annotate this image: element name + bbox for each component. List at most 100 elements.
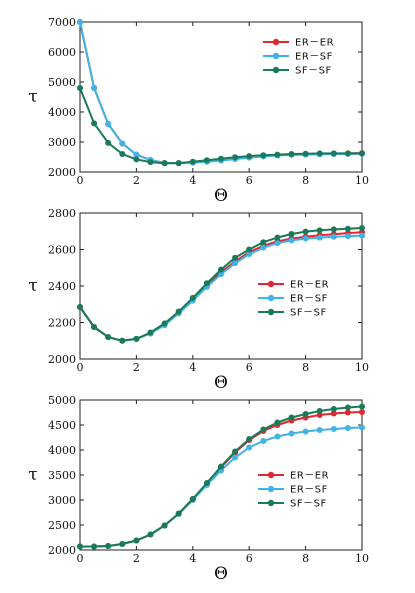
data-point	[260, 239, 267, 246]
data-point	[133, 156, 140, 163]
legend-label: ER－SF	[290, 485, 328, 496]
data-point	[359, 424, 365, 431]
data-point	[274, 433, 281, 440]
data-point	[359, 409, 365, 415]
x-tick-label: 8	[302, 552, 309, 565]
x-tick-label: 0	[77, 552, 84, 565]
data-point	[330, 150, 337, 157]
data-point	[161, 320, 168, 327]
data-point	[302, 235, 309, 242]
data-point	[105, 543, 112, 549]
data-point	[359, 232, 365, 239]
data-point	[203, 280, 210, 287]
data-point	[344, 150, 351, 157]
data-point	[359, 150, 365, 157]
data-point	[119, 140, 126, 147]
data-point	[105, 334, 112, 341]
legend-swatch-marker	[272, 66, 280, 74]
data-point	[218, 155, 224, 162]
data-point	[288, 151, 295, 157]
data-point	[77, 85, 83, 91]
data-point	[175, 510, 182, 517]
data-point	[189, 294, 196, 301]
legend-swatch-marker	[272, 38, 280, 46]
data-point	[302, 228, 309, 235]
legend-swatch-marker	[272, 52, 280, 60]
x-tick-label: 10	[355, 174, 369, 187]
y-axis-label: τ	[28, 276, 37, 296]
x-tick-label: 10	[355, 361, 369, 374]
x-tick-label: 6	[246, 361, 253, 374]
data-point	[232, 448, 239, 455]
data-point	[288, 414, 295, 421]
data-point	[302, 428, 309, 435]
x-axis-label: Θ	[214, 373, 228, 393]
data-point	[359, 403, 365, 410]
data-point	[91, 543, 98, 550]
data-point	[91, 324, 98, 331]
data-point	[316, 227, 323, 234]
data-point	[344, 404, 351, 411]
x-tick-label: 2	[133, 361, 140, 374]
y-tick-label: 4000	[48, 106, 76, 119]
y-tick-label: 5000	[48, 76, 76, 89]
data-point	[218, 271, 224, 278]
data-point	[344, 425, 351, 431]
plot-frame	[79, 21, 363, 173]
x-tick-label: 2	[133, 552, 140, 565]
data-point	[288, 430, 295, 437]
y-tick-label: 2500	[48, 519, 76, 532]
legend-swatch-marker	[267, 308, 275, 316]
data-point	[274, 240, 281, 247]
x-tick-label: 4	[189, 552, 196, 565]
x-tick-label: 6	[246, 174, 253, 187]
x-tick-label: 8	[302, 174, 309, 187]
y-tick-label: 7000	[48, 16, 76, 29]
y-axis-label: τ	[28, 465, 37, 485]
data-point	[246, 436, 253, 442]
chart-panel-3: 2000 2500 3000 3500 4000 4500 5000 0 2 4 6 8 10 Θτ ER－…	[28, 394, 369, 584]
data-point	[218, 463, 224, 470]
data-point	[288, 237, 295, 244]
data-point	[203, 480, 210, 486]
data-point	[133, 537, 140, 544]
data-point	[232, 260, 239, 267]
legend-label: ER－SF	[295, 52, 333, 63]
legend-label: ER－ER	[290, 471, 329, 482]
x-tick-label: 0	[77, 361, 84, 374]
y-tick-label: 6000	[48, 46, 76, 59]
x-tick-label: 8	[302, 361, 309, 374]
y-tick-label: 2400	[48, 280, 76, 293]
data-point	[161, 160, 168, 167]
x-tick-label: 6	[246, 552, 253, 565]
legend-swatch-marker	[267, 294, 275, 302]
data-point	[344, 225, 351, 232]
data-point	[105, 139, 112, 146]
y-tick-label: 3000	[48, 136, 76, 149]
data-point	[91, 120, 98, 127]
data-point	[218, 266, 224, 273]
data-point	[274, 419, 281, 426]
data-point	[316, 234, 323, 241]
legend-label: SF－SF	[295, 66, 332, 77]
y-tick-label: 2600	[48, 244, 76, 257]
data-point	[330, 233, 337, 240]
y-tick-label: 2200	[48, 317, 76, 330]
y-tick-label: 5000	[48, 394, 76, 407]
data-point	[260, 426, 267, 433]
data-point	[274, 234, 281, 241]
data-point	[246, 251, 253, 258]
legend-swatch-marker	[267, 280, 275, 288]
y-axis-label: τ	[28, 87, 37, 107]
data-point	[302, 150, 309, 157]
y-tick-label: 3500	[48, 469, 76, 482]
legend-label: ER－ER	[295, 38, 334, 49]
y-tick-label: 2000	[48, 166, 76, 179]
data-point	[77, 303, 83, 310]
x-tick-label: 4	[189, 174, 196, 187]
x-axis-label: Θ	[214, 186, 228, 206]
data-point	[189, 496, 196, 502]
data-point	[274, 151, 281, 158]
data-point	[288, 230, 295, 237]
